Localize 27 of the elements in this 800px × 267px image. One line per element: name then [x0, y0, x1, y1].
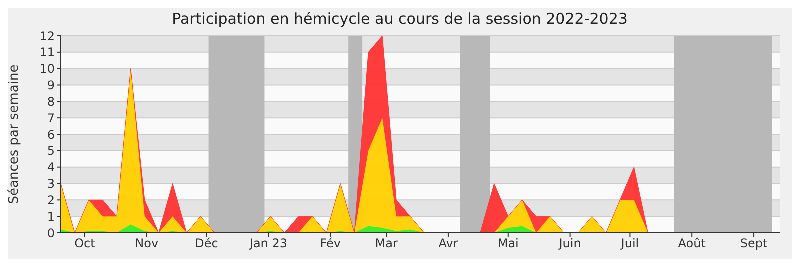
y-tick-label: 7 [47, 111, 55, 126]
x-tick-label: Sept [740, 236, 768, 251]
x-tick-label: Mar [375, 236, 398, 251]
x-tick-label: Juil [620, 236, 640, 251]
x-tick-label: Juin [558, 236, 582, 251]
y-tick-label: 4 [47, 160, 55, 175]
x-tick-label: Nov [135, 236, 159, 251]
x-tick-label: Jan 23 [248, 236, 288, 251]
y-tick-label: 10 [40, 62, 55, 76]
x-tick-label: Mai [498, 236, 519, 251]
x-tick-label: Déc [195, 236, 218, 251]
y-tick-label: 5 [47, 144, 55, 158]
y-tick-label: 3 [47, 177, 55, 192]
x-tick-label: Août [678, 236, 706, 251]
y-tick-label: 11 [40, 46, 55, 60]
y-tick-label: 8 [47, 94, 55, 109]
chart-title: Participation en hémicycle au cours de la session 2022-2023 [171, 10, 629, 28]
y-tick-label: 2 [47, 193, 55, 208]
x-tick-label: Avr [438, 236, 458, 251]
x-tick-label: Oct [74, 236, 96, 251]
y-tick-label: 12 [40, 29, 55, 44]
y-tick-label: 9 [47, 78, 55, 93]
x-tick-label: Fév [320, 236, 341, 251]
y-tick-label: 1 [47, 210, 55, 224]
y-tick-label: 6 [47, 128, 55, 142]
y-axis-title: Séances par semaine [8, 64, 23, 204]
y-tick-label: 0 [47, 226, 55, 240]
